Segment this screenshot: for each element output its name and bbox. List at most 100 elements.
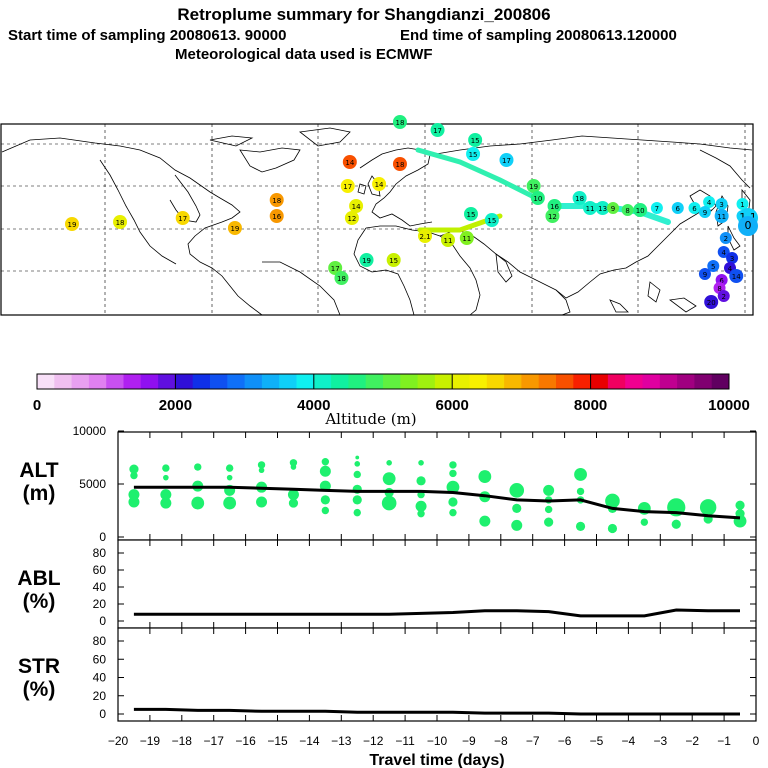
alt-scatter-point xyxy=(353,470,361,479)
colorbar-cell xyxy=(192,374,211,389)
alt-median-line xyxy=(133,485,741,520)
colorbar-cell xyxy=(625,374,643,389)
alt-scatter-point xyxy=(321,506,330,515)
alt-scatter-point xyxy=(258,467,265,474)
alt-scatter-point xyxy=(448,497,458,507)
alt-scatter-point xyxy=(225,464,234,472)
colorbar-cell xyxy=(331,374,349,389)
x-tick-label: −10 xyxy=(427,734,448,748)
alt-scatter-point xyxy=(381,495,397,511)
y-tick-label: 5000 xyxy=(79,477,106,491)
plume-marker xyxy=(418,229,433,243)
colorbar-cell xyxy=(434,374,453,389)
colorbar-cell xyxy=(140,374,159,389)
alt-scatter-point xyxy=(509,483,525,498)
plume-marker xyxy=(441,233,455,247)
y-tick-label: 60 xyxy=(93,563,107,577)
plume-marker xyxy=(719,232,732,244)
plume-marker-label: 17 xyxy=(502,157,511,165)
x-tick-label: −12 xyxy=(363,734,384,748)
colorbar-cell xyxy=(54,374,72,389)
plume-marker-label: 5 xyxy=(711,263,715,271)
plume-marker xyxy=(698,206,711,218)
plume-marker-label: 9 xyxy=(703,209,707,217)
plume-marker-label: 4 xyxy=(721,249,726,257)
alt-scatter-point xyxy=(699,499,717,516)
plume-marker xyxy=(459,231,474,245)
y-tick-label: 0 xyxy=(99,707,106,721)
x-tick-label: −16 xyxy=(235,734,256,748)
plume-marker xyxy=(715,198,728,210)
plume-marker-label: 2 xyxy=(721,293,725,301)
plume-marker xyxy=(688,202,701,214)
map-graticule xyxy=(1,124,753,315)
x-axis-label: Travel time (days) xyxy=(369,752,504,768)
y-tick-label: 60 xyxy=(93,652,107,666)
colorbar-cell xyxy=(452,374,470,389)
str-line xyxy=(133,707,740,716)
colorbar-cell xyxy=(348,374,367,389)
plume-marker xyxy=(349,199,364,213)
plume-marker-label: 18 xyxy=(395,119,404,127)
x-tick-label: −20 xyxy=(108,734,129,748)
plume-marker-label: 11 xyxy=(717,213,726,221)
colorbar-cell xyxy=(677,374,695,389)
alt-scatter-point xyxy=(160,497,172,509)
colorbar-cell xyxy=(244,374,263,389)
panel-ylabel-units: (m) xyxy=(23,482,56,505)
alt-scatter-point xyxy=(449,461,457,469)
plume-marker xyxy=(392,157,407,171)
plume-marker-label: 15 xyxy=(467,211,476,219)
plume-marker-label: 12 xyxy=(347,215,356,223)
plume-marker-label: 10 xyxy=(533,195,542,203)
plume-marker-label: 7 xyxy=(655,205,659,213)
x-tick-label: −4 xyxy=(622,734,636,748)
alt-scatter-point xyxy=(287,489,299,501)
colorbar-cell xyxy=(400,374,418,389)
plume-marker xyxy=(340,179,355,193)
colorbar-label: Altitude (m) xyxy=(324,410,416,428)
plume-marker xyxy=(342,155,357,169)
time-series-panels: 0500010000ALT(m)020406080ABL(%)020406080… xyxy=(17,424,759,768)
panel-alt: 0 5000 10000 ALT(m) xyxy=(19,424,757,544)
colorbar-tick-label: 8000 xyxy=(574,397,607,414)
x-tick-label: −17 xyxy=(204,734,225,748)
alt-scatter-point xyxy=(321,458,330,466)
plume-marker-label: 11 xyxy=(586,205,595,213)
y-tick-label: 80 xyxy=(93,546,107,560)
plume-marker xyxy=(463,207,478,221)
colorbar-cell xyxy=(313,374,332,389)
plume-marker-label: 19 xyxy=(529,183,538,191)
alt-scatter-point xyxy=(160,489,172,501)
plume-marker-label: 14 xyxy=(345,159,354,167)
alt-scatter-point xyxy=(640,518,649,526)
panel-ylabel: STR xyxy=(18,655,60,678)
plume-marker-label: 3 xyxy=(730,255,734,263)
panel-ylabel-units: (%) xyxy=(23,678,56,701)
colorbar-cell xyxy=(106,374,124,389)
x-tick-label: 0 xyxy=(753,734,760,748)
plume-marker xyxy=(526,179,541,193)
plume-marker xyxy=(738,216,758,236)
plume-marker-label: 0 xyxy=(745,219,752,232)
plume-track-east xyxy=(557,203,671,225)
alt-scatter-point xyxy=(288,498,299,508)
plume-marker-label: 18 xyxy=(395,161,404,169)
alt-scatter-point xyxy=(354,461,361,467)
plume-marker-label: 3 xyxy=(719,201,723,209)
y-tick-label: 40 xyxy=(93,580,107,594)
plume-marker xyxy=(430,123,445,137)
x-tick-label: −14 xyxy=(299,734,320,748)
plume-marker-label: 19 xyxy=(230,225,239,233)
alt-scatter-point xyxy=(418,460,424,466)
plume-marker-label: 4 xyxy=(728,265,733,273)
alt-scatter-point xyxy=(163,474,169,481)
colorbar-tick-label: 0 xyxy=(33,397,41,414)
y-tick-label: 10000 xyxy=(73,424,107,438)
colorbar-tick-label: 2000 xyxy=(159,397,192,414)
plume-marker-label: 20 xyxy=(707,299,716,307)
colorbar-tick-label: 4000 xyxy=(297,397,330,414)
alt-scatter-point xyxy=(449,508,457,517)
plume-marker xyxy=(736,198,749,210)
